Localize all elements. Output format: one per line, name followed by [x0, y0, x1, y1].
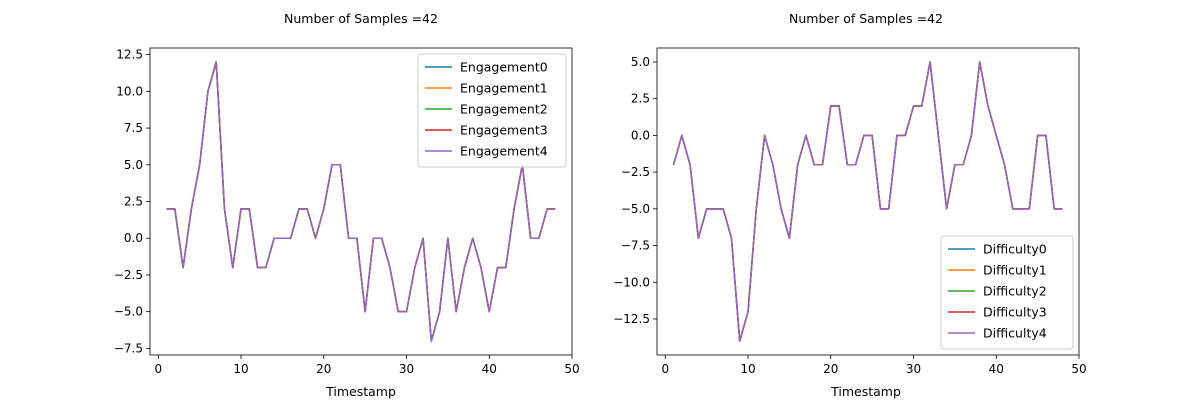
x-tick-label: 50	[564, 362, 579, 376]
chart-title: Number of Samples =42	[789, 11, 943, 26]
x-axis-label: Timestamp	[325, 384, 396, 399]
series-line-engagement4	[166, 61, 556, 342]
x-tick-label: 50	[1071, 362, 1086, 376]
plot-area: 0 10 20 30 40 50 −12.5 −10.0 −7.5 −5.0 −2.5 0.0 2.5 5…	[613, 47, 1087, 376]
legend-box	[417, 53, 567, 168]
x-tick-label: 0	[154, 362, 162, 376]
difficulty-chart: Number of Samples =42 Timestamp 0 10 20 30 4…	[613, 11, 1086, 399]
y-tick-label: 0.0	[124, 231, 143, 245]
legend-label-difficulty2: Difficulty2	[983, 284, 1047, 299]
x-tick-label: 40	[989, 362, 1004, 376]
x-axis-label: Timestamp	[830, 384, 901, 399]
y-tick-label: 2.5	[631, 92, 650, 106]
y-tick-label: −2.5	[621, 165, 650, 179]
y-tick-label: 12.5	[116, 48, 143, 62]
y-tick-label: 7.5	[124, 121, 143, 135]
x-tick-label: 30	[399, 362, 414, 376]
legend: Difficulty0 Difficulty1 Difficulty2 Difficu…	[940, 235, 1074, 350]
y-tick-label: −12.5	[613, 312, 650, 326]
y-tick-label: 0.0	[631, 128, 650, 142]
engagement-chart: Number of Samples =42 Timestamp 0 10 20 30 4…	[114, 11, 580, 399]
chart-title: Number of Samples =42	[284, 11, 438, 26]
x-tick-label: 10	[740, 362, 755, 376]
y-tick-label: −2.5	[114, 268, 143, 282]
series-line-difficulty4	[672, 61, 1063, 342]
legend-label-engagement1: Engagement1	[460, 81, 548, 96]
y-tick-label: 5.0	[631, 55, 650, 69]
x-tick-label: 0	[661, 362, 669, 376]
legend-label-difficulty1: Difficulty1	[983, 263, 1047, 278]
legend-label-engagement4: Engagement4	[460, 144, 548, 159]
y-tick-label: 5.0	[124, 158, 143, 172]
legend-label-engagement0: Engagement0	[460, 60, 548, 75]
y-tick-label: 2.5	[124, 195, 143, 209]
y-tick-label: −10.0	[613, 275, 650, 289]
x-tick-label: 10	[233, 362, 248, 376]
legend-label-difficulty0: Difficulty0	[983, 242, 1047, 257]
legend-label-engagement2: Engagement2	[460, 102, 548, 117]
legend-label-difficulty4: Difficulty4	[983, 326, 1047, 341]
y-tick-label: −5.0	[114, 305, 143, 319]
legend-box	[940, 235, 1074, 350]
plot-area: 0 10 20 30 40 50 −7.5 −5.0 −2.5 0.0 2.5 5.0 7.5 10.0 1…	[114, 47, 580, 376]
legend: Engagement0 Engagement1 Engagement2 Engagem…	[417, 53, 567, 168]
legend-label-difficulty3: Difficulty3	[983, 305, 1047, 320]
axes-frame	[656, 47, 1080, 356]
legend-label-engagement3: Engagement3	[460, 123, 548, 138]
y-tick-label: 10.0	[116, 84, 143, 98]
x-tick-label: 30	[906, 362, 921, 376]
x-tick-label: 40	[482, 362, 497, 376]
y-tick-label: −5.0	[621, 202, 650, 216]
y-tick-label: −7.5	[114, 341, 143, 355]
x-tick-label: 20	[316, 362, 331, 376]
y-tick-label: −7.5	[621, 239, 650, 253]
x-tick-label: 20	[823, 362, 838, 376]
